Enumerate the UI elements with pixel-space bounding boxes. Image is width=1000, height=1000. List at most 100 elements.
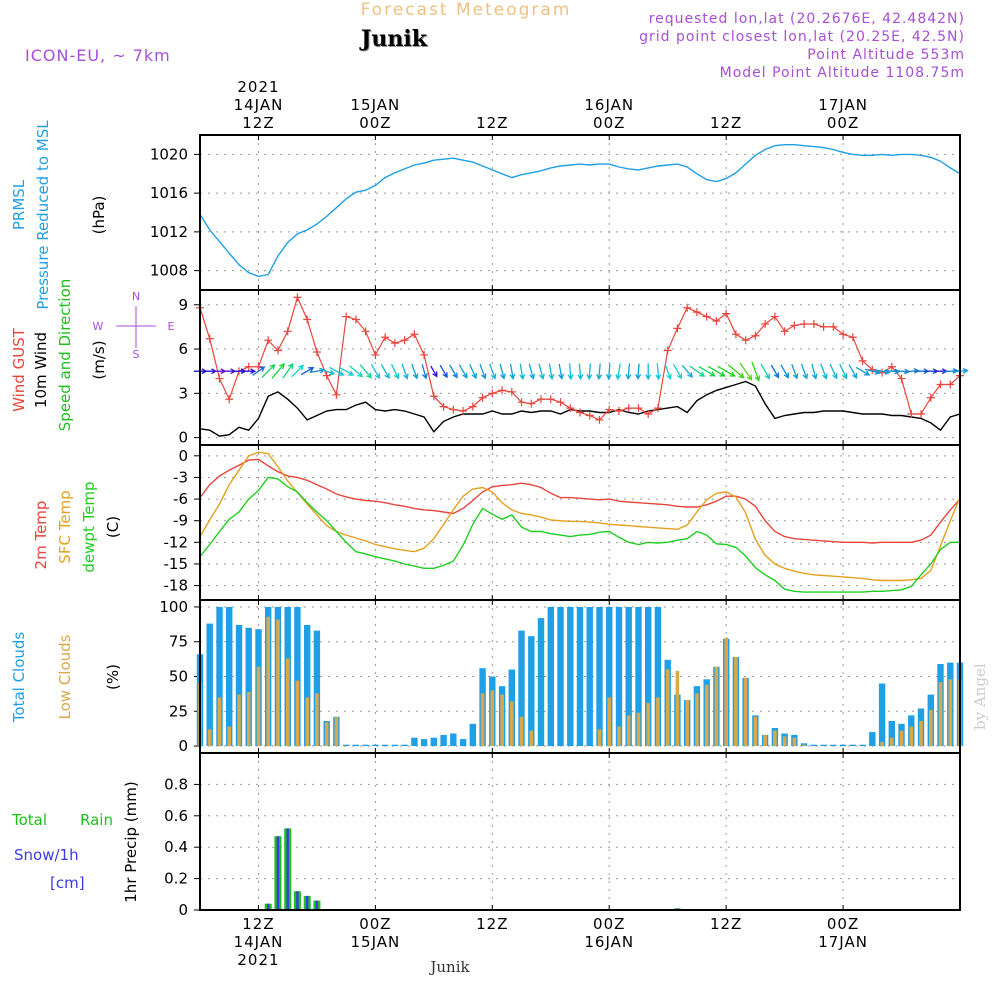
total-clouds-bar — [849, 744, 856, 747]
precip-inner-bar — [315, 900, 319, 910]
panel-frame — [199, 752, 961, 911]
wind-arrow — [811, 363, 818, 380]
wind-arrow — [489, 363, 497, 380]
wind-arrow — [380, 364, 390, 380]
wind-dir-label: Speed and Direction — [56, 279, 74, 432]
total-clouds-bar — [567, 607, 574, 747]
wind-arrow — [430, 365, 438, 378]
wind-arrow — [689, 365, 706, 377]
top-time-label: 12Z — [710, 114, 742, 132]
total-clouds-bar — [537, 618, 545, 747]
series-line-dewpt-temp — [199, 476, 960, 593]
total-clouds-bar — [420, 739, 428, 747]
low-clouds-bar — [695, 693, 699, 747]
wind-arrow — [800, 363, 809, 380]
gust-marker — [507, 387, 516, 396]
gust-marker — [351, 315, 360, 324]
wind-arrow — [884, 368, 901, 375]
sfc-temp-label: SFC Temp — [56, 490, 74, 563]
wind-arrow — [717, 365, 736, 377]
gust-marker — [624, 404, 633, 413]
y-tick-label: 0 — [178, 901, 188, 919]
low-clouds-bar — [753, 716, 758, 746]
panel-3: 0 25 50 75 100 — [159, 598, 964, 755]
y-tick-label: 6 — [178, 340, 188, 358]
low-clouds-bar — [529, 730, 534, 746]
total-clouds-bar — [596, 607, 603, 747]
low-clouds-bar — [665, 669, 670, 746]
low-clouds-bar — [724, 637, 728, 747]
low-clouds-bar — [227, 726, 231, 747]
low-clouds-bar — [207, 729, 212, 747]
total-clouds-bar — [391, 744, 399, 747]
footer-location: Junik — [428, 958, 470, 976]
gust-marker — [410, 330, 419, 339]
wind-label: 10m Wind — [32, 332, 50, 408]
low-clouds-bar — [636, 712, 641, 747]
y-tick-label: -6 — [173, 490, 188, 508]
gust-marker — [498, 386, 507, 395]
bottom-time-label: 2021 — [237, 951, 279, 969]
series-line-2m-temp — [199, 458, 961, 544]
top-time-label: 12Z — [242, 114, 274, 132]
precip-snow-unit: [cm] — [50, 874, 85, 892]
model-name: ICON-EU, ~ 7km — [25, 46, 171, 65]
wind-arrow — [820, 363, 828, 380]
low-clouds-bar — [714, 666, 719, 747]
gust-marker — [946, 380, 955, 389]
grid-point-coords: grid point closest lon,lat (20.25E, 42.5… — [639, 29, 965, 45]
watermark: by Angel — [971, 663, 989, 730]
total-clouds-bar — [450, 733, 457, 746]
gust-marker — [283, 327, 292, 336]
wind-arrow — [780, 364, 789, 379]
gust-marker — [936, 380, 945, 389]
wind-arrow — [848, 364, 858, 379]
low-clouds-label: Low Clouds — [56, 634, 74, 719]
wind-arrow — [672, 363, 683, 380]
low-clouds-bar — [490, 690, 495, 746]
total-clouds-bar — [888, 721, 895, 746]
y-tick-label: 100 — [159, 598, 188, 616]
gust-marker — [342, 312, 351, 321]
top-time-label: 17JAN — [818, 96, 868, 114]
gust-marker — [400, 336, 409, 345]
gust-label: Wind GUST — [10, 327, 28, 412]
wind-arrow — [271, 362, 285, 379]
low-clouds-bar — [675, 670, 680, 746]
wind-arrow — [855, 366, 871, 376]
low-clouds-bar — [948, 679, 953, 747]
gust-marker — [205, 334, 214, 343]
total-clouds-bar — [645, 607, 652, 747]
top-time-label: 15JAN — [351, 96, 401, 114]
wind-arrow — [645, 363, 652, 381]
gust-marker — [371, 350, 380, 359]
low-clouds-bar — [500, 694, 504, 747]
precip-inner-bar — [306, 895, 309, 910]
gust-marker — [420, 350, 429, 359]
total-clouds-bar — [654, 607, 662, 747]
gust-marker — [605, 405, 614, 414]
total-clouds-bar — [547, 607, 554, 747]
bottom-time-label: 16JAN — [584, 933, 634, 951]
bottom-time-label: 00Z — [593, 915, 625, 933]
gust-marker — [897, 374, 906, 383]
total-clouds-bar — [469, 723, 476, 747]
gust-marker — [264, 336, 273, 345]
precip-rain-label: Rain — [80, 811, 113, 829]
wind-arrow — [499, 363, 506, 380]
wind-arrow — [615, 363, 622, 381]
gust-marker — [381, 333, 390, 342]
wind-arrow — [319, 367, 336, 376]
gust-marker — [907, 410, 916, 418]
wind-arrow — [770, 364, 780, 379]
wind-arrow — [558, 363, 565, 380]
panel-frame — [199, 134, 961, 291]
bottom-time-label: 00Z — [359, 915, 391, 933]
gust-marker — [390, 339, 399, 348]
gust-marker — [488, 389, 497, 398]
wind-arrow — [291, 364, 305, 378]
y-tick-label: 0 — [178, 447, 188, 465]
total-clouds-bar — [528, 636, 535, 747]
low-clouds-bar — [315, 693, 319, 747]
